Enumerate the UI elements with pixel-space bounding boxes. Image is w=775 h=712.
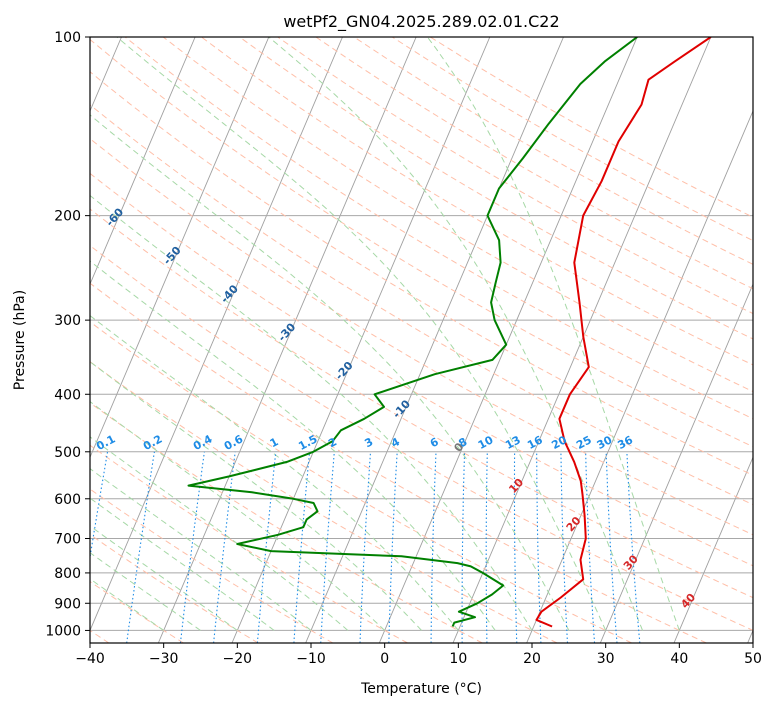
mixing-ratio-label: 6 <box>428 435 441 450</box>
y-tick-label: 600 <box>54 492 81 508</box>
mixing-ratio-line <box>180 452 204 643</box>
y-tick-label: 400 <box>54 387 81 403</box>
moist-adiabat-line <box>269 37 643 630</box>
mixing-ratio-label: 36 <box>615 433 635 452</box>
dry-adiabat-line <box>125 37 775 643</box>
y-tick-label: 900 <box>54 596 81 612</box>
x-tick-label: 20 <box>523 651 541 667</box>
moist-adiabat-line <box>427 37 679 630</box>
x-tick-label: 50 <box>744 651 762 667</box>
mixing-ratio-label: 4 <box>389 435 402 450</box>
mixing-ratio-line <box>77 452 108 643</box>
dry-adiabat-line <box>49 37 775 643</box>
dry-adiabat-line <box>430 37 775 643</box>
x-tick-label: 10 <box>449 651 467 667</box>
mixing-ratio-line <box>214 452 236 643</box>
dry-adiabat-line <box>0 37 482 643</box>
mixing-ratio-label: 1 <box>268 435 281 450</box>
x-tick-label: 30 <box>597 651 615 667</box>
mixing-ratio-label: 0.2 <box>141 432 164 453</box>
mixing-ratio-label: 20 <box>549 433 569 452</box>
x-tick-label: −30 <box>149 651 179 667</box>
mixing-ratio-line <box>606 452 617 643</box>
adiabat-label: -30 <box>275 320 298 344</box>
moist-adiabat-line <box>0 37 311 630</box>
y-tick-label: 500 <box>54 445 81 461</box>
mixing-ratio-line <box>431 452 436 643</box>
y-tick-label: 700 <box>54 532 81 548</box>
dry-adiabat-line <box>354 37 775 643</box>
isotherm-line <box>748 37 775 643</box>
mixing-ratio-line <box>360 452 371 643</box>
adiabat-label: -10 <box>390 397 413 421</box>
isotherm-line <box>527 37 775 643</box>
mixing-ratio-label: 0.4 <box>191 432 215 453</box>
y-tick-label: 200 <box>54 209 81 225</box>
mixing-ratio-label: 0.6 <box>222 432 246 453</box>
mixing-ratio-label: 13 <box>503 433 523 452</box>
y-tick-label: 1000 <box>45 623 81 639</box>
mixing-ratio-label: 2 <box>326 435 339 450</box>
adiabat-label: -50 <box>161 244 184 268</box>
moist-adiabat-line <box>0 37 348 630</box>
mixing-ratio-label: 3 <box>362 435 375 450</box>
y-axis-label: Pressure (hPa) <box>12 290 28 390</box>
x-tick-label: −10 <box>296 651 326 667</box>
isotherm-line <box>232 37 490 643</box>
dry-adiabat-line <box>278 37 775 643</box>
dry-adiabat-line <box>0 37 258 643</box>
x-axis-label: Temperature (°C) <box>360 681 482 697</box>
mixing-ratio-line <box>627 452 640 643</box>
dry-adiabat-line <box>11 37 775 643</box>
x-tick-label: −40 <box>75 651 105 667</box>
isotherm-line <box>379 37 637 643</box>
background-lines <box>0 37 775 643</box>
isotherm-line <box>11 37 269 643</box>
x-tick-label: −20 <box>223 651 253 667</box>
mixing-ratio-line <box>561 452 568 643</box>
moist-adiabat-line <box>117 37 606 630</box>
mixing-ratio-line <box>486 452 487 643</box>
dry-adiabat-line <box>163 37 775 643</box>
x-tick-label: 0 <box>380 651 389 667</box>
mixing-ratio-label: 0.1 <box>94 432 117 453</box>
chart-title: wetPf2_GN04.2025.289.02.01.C22 <box>283 12 559 32</box>
y-tick-label: 300 <box>54 313 81 329</box>
moist-adiabat-line <box>0 37 201 630</box>
x-tick-label: 40 <box>670 651 688 667</box>
y-tick-label: 800 <box>54 566 81 582</box>
plot-frame <box>90 37 753 643</box>
adiabat-label: 40 <box>678 591 698 611</box>
adiabat-label: -40 <box>218 282 241 306</box>
adiabat-label: 10 <box>506 476 526 496</box>
mixing-ratio-line <box>586 452 595 643</box>
y-tick-label: 100 <box>54 30 81 46</box>
mixing-ratio-label: 16 <box>525 433 545 452</box>
